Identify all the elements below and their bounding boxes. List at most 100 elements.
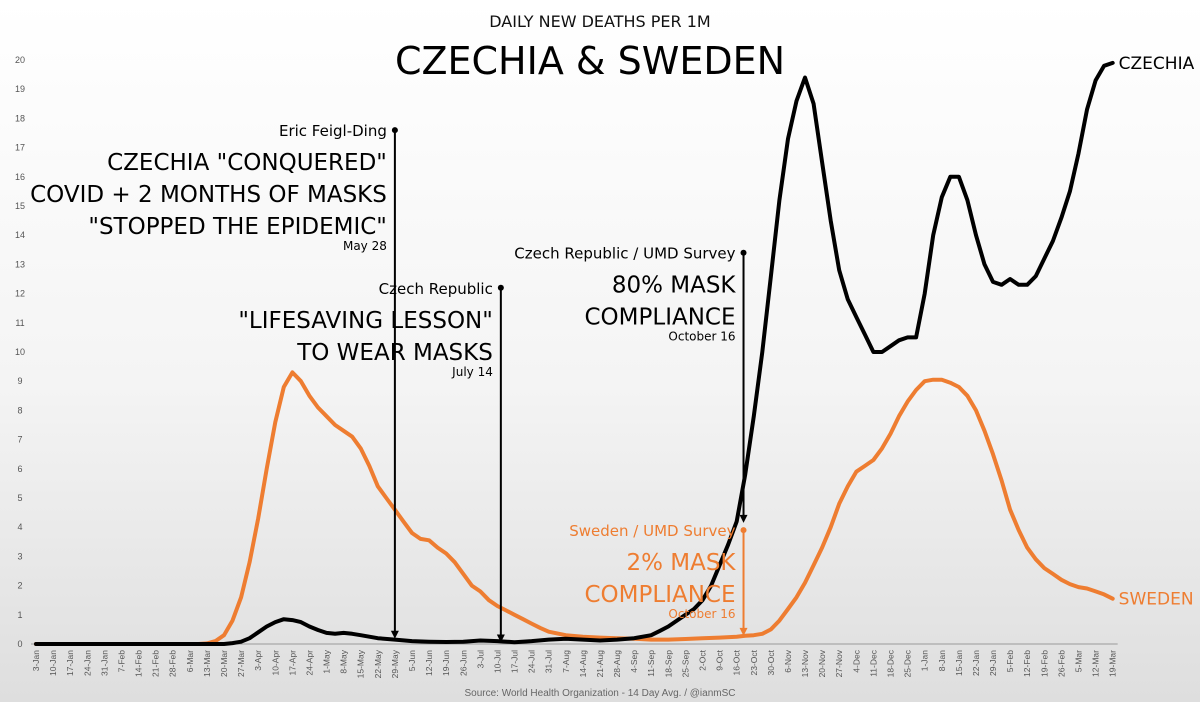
annotation-date: May 28 bbox=[343, 239, 387, 253]
x-tick-label: 24-Jan bbox=[82, 650, 92, 676]
x-tick-label: 17-Jan bbox=[65, 650, 75, 676]
x-tick-label: 5-Jun bbox=[407, 650, 417, 672]
x-tick-label: 5-Feb bbox=[1005, 650, 1015, 672]
x-tick-label: 23-Oct bbox=[749, 649, 759, 675]
x-tick-label: 7-Feb bbox=[116, 650, 126, 672]
source-note: Source: World Health Organization - 14 D… bbox=[464, 688, 735, 699]
x-tick-label: 13-Mar bbox=[202, 650, 212, 677]
y-tick-label: 1 bbox=[17, 610, 22, 620]
x-tick-label: 3-Apr bbox=[253, 650, 263, 671]
x-tick-label: 19-Jun bbox=[441, 650, 451, 676]
x-tick-label: 5-Mar bbox=[1073, 650, 1083, 672]
annotation-headline: 80% MASK bbox=[612, 273, 737, 299]
y-tick-label: 0 bbox=[17, 639, 22, 649]
x-tick-label: 4-Sep bbox=[629, 650, 639, 673]
y-tick-label: 10 bbox=[15, 347, 25, 357]
y-tick-label: 13 bbox=[15, 259, 25, 269]
x-tick-label: 8-May bbox=[339, 649, 349, 673]
y-tick-label: 19 bbox=[15, 84, 25, 94]
annotation-headline: COMPLIANCE bbox=[585, 305, 736, 331]
x-tick-label: 31-Jan bbox=[99, 650, 109, 676]
annotation-dot bbox=[391, 127, 398, 134]
x-tick-label: 11-Dec bbox=[868, 649, 878, 677]
x-tick-label: 24-Jul bbox=[527, 650, 537, 673]
series-label-sweden: SWEDEN bbox=[1119, 590, 1194, 610]
series-label-czechia: CZECHIA bbox=[1119, 54, 1195, 74]
y-tick-label: 9 bbox=[17, 376, 22, 386]
series-line-czechia bbox=[34, 60, 1115, 646]
y-tick-label: 17 bbox=[15, 143, 25, 153]
x-tick-label: 31-Jul bbox=[544, 650, 554, 673]
y-tick-label: 12 bbox=[15, 289, 25, 299]
x-tick-label: 29-Jan bbox=[988, 650, 998, 676]
x-tick-label: 26-Feb bbox=[1056, 650, 1066, 677]
y-tick-label: 14 bbox=[15, 230, 25, 240]
x-tick-label: 21-Aug bbox=[595, 650, 605, 678]
x-tick-label: 22-Jan bbox=[971, 650, 981, 676]
x-tick-label: 14-Feb bbox=[134, 650, 144, 677]
annotation-arrowhead bbox=[390, 630, 399, 639]
y-tick-label: 18 bbox=[15, 113, 25, 123]
x-tick-label: 18-Sep bbox=[663, 650, 673, 678]
y-tick-label: 5 bbox=[17, 493, 22, 503]
x-tick-label: 12-Feb bbox=[1022, 650, 1032, 677]
annotation-layer: Eric Feigl-Ding CZECHIA "CONQUERED" COVID … bbox=[30, 122, 748, 643]
annotation-arrowhead bbox=[739, 627, 748, 636]
x-tick-label: 20-Nov bbox=[817, 649, 827, 677]
annotation-arrowhead bbox=[496, 634, 505, 643]
x-tick-label: 22-May bbox=[373, 649, 383, 678]
x-tick-label: 19-Mar bbox=[1108, 650, 1118, 677]
x-axis-ticks: 3-Jan 10-Jan 17-Jan 24-Jan 31-Jan 7-Feb 14-Feb… bbox=[31, 649, 1118, 678]
x-tick-label: 2-Oct bbox=[698, 649, 708, 670]
x-tick-label: 15-Jan bbox=[954, 650, 964, 676]
y-tick-label: 6 bbox=[17, 464, 22, 474]
annotation-source: Czech Republic bbox=[379, 280, 493, 298]
x-tick-label: 10-Jul bbox=[492, 650, 502, 673]
x-tick-label: 15-May bbox=[356, 649, 366, 678]
x-tick-label: 12-Jun bbox=[424, 650, 434, 676]
y-tick-label: 4 bbox=[17, 522, 22, 532]
annotation-headline: "LIFESAVING LESSON" bbox=[238, 308, 493, 334]
x-tick-label: 10-Jan bbox=[48, 650, 58, 676]
x-tick-label: 28-Aug bbox=[612, 650, 622, 678]
annotation-headline: COVID + 2 MONTHS OF MASKS bbox=[30, 182, 387, 208]
annotation-dot bbox=[740, 527, 747, 534]
y-tick-label: 16 bbox=[15, 172, 25, 182]
x-tick-label: 25-Sep bbox=[680, 650, 690, 678]
y-tick-label: 20 bbox=[15, 55, 25, 65]
annotation-headline: 2% MASK bbox=[626, 550, 736, 576]
x-tick-label: 18-Dec bbox=[886, 649, 896, 677]
x-tick-label: 4-Dec bbox=[851, 649, 861, 672]
x-tick-label: 29-May bbox=[390, 649, 400, 678]
x-tick-label: 20-Mar bbox=[219, 650, 229, 677]
chart-title: CZECHIA & SWEDEN bbox=[395, 39, 785, 83]
series-labels: CZECHIA SWEDEN bbox=[1119, 54, 1195, 610]
annotation-source: Czech Republic / UMD Survey bbox=[514, 245, 735, 263]
x-tick-label: 24-Apr bbox=[304, 650, 314, 676]
x-tick-label: 30-Oct bbox=[766, 649, 776, 675]
x-tick-label: 27-Nov bbox=[834, 649, 844, 677]
annotation-source: Sweden / UMD Survey bbox=[569, 522, 735, 540]
x-tick-label: 27-Mar bbox=[236, 650, 246, 677]
x-tick-label: 11-Sep bbox=[646, 650, 656, 677]
y-tick-label: 15 bbox=[15, 201, 25, 211]
y-tick-label: 2 bbox=[17, 581, 22, 591]
x-tick-label: 3-Jan bbox=[31, 650, 41, 672]
annotation-date: October 16 bbox=[668, 330, 735, 344]
x-tick-label: 28-Feb bbox=[168, 650, 178, 677]
x-tick-label: 21-Feb bbox=[151, 650, 161, 677]
x-tick-label: 1-Jan bbox=[920, 650, 930, 672]
x-tick-label: 16-Oct bbox=[732, 649, 742, 675]
x-tick-label: 12-Mar bbox=[1091, 650, 1101, 677]
y-tick-label: 3 bbox=[17, 551, 22, 561]
chart-subtitle: DAILY NEW DEATHS PER 1M bbox=[489, 12, 710, 31]
annotation-dot bbox=[497, 284, 504, 291]
x-tick-label: 10-Apr bbox=[270, 650, 280, 676]
x-tick-label: 19-Feb bbox=[1039, 650, 1049, 677]
x-tick-label: 9-Oct bbox=[715, 649, 725, 670]
series-line-sweden bbox=[34, 370, 1115, 646]
annotation-source: Eric Feigl-Ding bbox=[279, 122, 387, 140]
x-tick-label: 25-Dec bbox=[903, 649, 913, 677]
